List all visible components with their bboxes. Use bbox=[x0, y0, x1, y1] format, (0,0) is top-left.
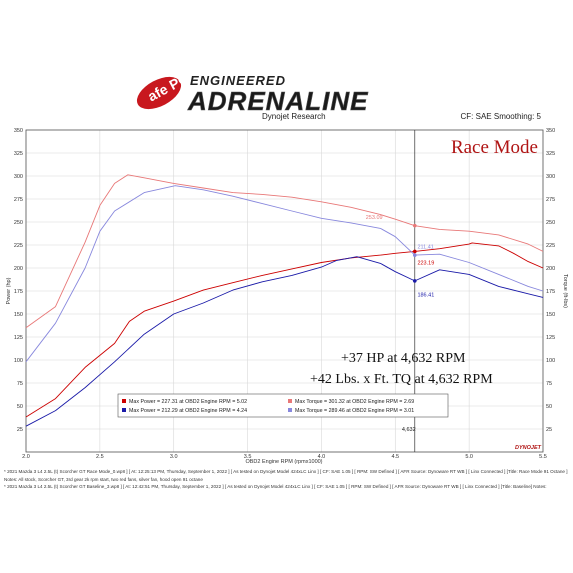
point-labels: 253.09 211.41 223.19 186.41 bbox=[366, 215, 435, 298]
run-notes-footer: * 2021 Mazda 3 L4 2.5L (t) Scorcher GT R… bbox=[4, 468, 569, 491]
y-tick-label-left: 75 bbox=[17, 381, 23, 387]
legend-entry-2: Max Torque = 301.32 at OBD2 Engine RPM =… bbox=[295, 399, 414, 405]
y-tick-label-left: 225 bbox=[14, 243, 23, 249]
marker-point-race-power bbox=[412, 249, 417, 254]
y-tick-label-left: 25 bbox=[17, 427, 23, 433]
left-y-axis: 25 50 75 100 125 150 175 200 225 250 275 300 325 350 bbox=[14, 128, 23, 433]
brand-logo-banner: afe POWER ENGINEERED ADRENALINE bbox=[136, 54, 368, 112]
y-tick-label-right: 75 bbox=[546, 381, 552, 387]
point-value-label: 211.41 bbox=[417, 245, 433, 251]
legend-swatch-3 bbox=[122, 408, 126, 412]
y-tick-label-right: 25 bbox=[546, 427, 552, 433]
legend-entry-1: Max Power = 227.31 at OBD2 Engine RPM = … bbox=[129, 399, 247, 405]
series-layer bbox=[25, 174, 544, 427]
legend-entry-4: Max Torque = 289.46 at OBD2 Engine RPM =… bbox=[295, 408, 414, 414]
y-axis-left-label: Power (hp) bbox=[6, 277, 12, 304]
series-line-base-power bbox=[25, 256, 544, 427]
series-line-race-power bbox=[25, 242, 544, 418]
y-tick-label-left: 325 bbox=[14, 151, 23, 157]
dyno-chart: 255075100125150175200225250275300325350 … bbox=[6, 128, 568, 465]
point-value-label: 253.09 bbox=[366, 215, 383, 221]
logo-word-engineered: ENGINEERED bbox=[190, 73, 286, 88]
legend-swatch-2 bbox=[288, 399, 292, 403]
dynojet-logo: DYNOJET bbox=[515, 445, 542, 451]
y-tick-label-right: 125 bbox=[546, 335, 555, 341]
marker-point-base-power bbox=[412, 279, 417, 283]
legend-box: Max Power = 227.31 at OBD2 Engine RPM = … bbox=[117, 393, 449, 418]
footer-line-race: * 2021 Mazda 3 L4 2.5L (t) Scorcher GT R… bbox=[4, 469, 568, 482]
legend-swatch-1 bbox=[122, 399, 126, 403]
x-axis: 2.0 2.5 3.0 3.5 4.0 4.5 5.0 5.5 bbox=[22, 454, 547, 460]
y-tick-label-left: 175 bbox=[14, 289, 23, 295]
x-axis-label: OBD2 Engine RPM (rpmx1000) bbox=[245, 459, 322, 465]
x-tick-label: 2.0 bbox=[22, 454, 30, 460]
gain-tq-annotation: +42 Lbs. x Ft. TQ at 4,632 RPM bbox=[310, 372, 493, 387]
y-tick-label-right: 50 bbox=[546, 404, 552, 410]
y-tick-label-left: 150 bbox=[14, 312, 23, 318]
marker-point-race-torque bbox=[412, 223, 417, 228]
x-tick-label: 4.5 bbox=[391, 454, 399, 460]
y-tick-label-right: 300 bbox=[546, 174, 555, 180]
x-tick-label: 5.5 bbox=[539, 454, 547, 460]
y-axis-right-label: Torque (ft-lbs) bbox=[562, 274, 568, 308]
y-tick-label-right: 350 bbox=[546, 128, 555, 134]
y-tick-label-right: 325 bbox=[546, 151, 555, 157]
cf-smoothing-label: CF: SAE Smoothing: 5 bbox=[460, 112, 541, 121]
y-tick-label-right: 100 bbox=[546, 358, 555, 364]
research-label: Dynojet Research bbox=[262, 112, 326, 121]
y-tick-label-left: 350 bbox=[14, 128, 23, 134]
y-tick-label-left: 250 bbox=[14, 220, 23, 226]
legend-swatch-4 bbox=[288, 408, 292, 412]
rpm-marker-label: 4,632 bbox=[402, 427, 416, 433]
y-tick-label-right: 150 bbox=[546, 312, 555, 318]
y-tick-label-left: 200 bbox=[14, 266, 23, 272]
legend-frame bbox=[117, 393, 449, 418]
x-tick-label: 4.0 bbox=[318, 454, 326, 460]
marker-point-base-torque bbox=[412, 253, 417, 257]
y-tick-label-right: 275 bbox=[546, 197, 555, 203]
y-tick-label-right: 225 bbox=[546, 243, 555, 249]
x-tick-label: 3.5 bbox=[244, 454, 252, 460]
y-tick-label-left: 275 bbox=[14, 197, 23, 203]
y-tick-label-left: 50 bbox=[17, 404, 23, 410]
right-y-axis: 25 50 75 100 125 150 175 200 225 250 275 300 325 350 bbox=[546, 128, 555, 433]
y-tick-label-left: 125 bbox=[14, 335, 23, 341]
y-tick-label-right: 250 bbox=[546, 220, 555, 226]
x-tick-label: 2.5 bbox=[96, 454, 104, 460]
logo-word-adrenaline: ADRENALINE bbox=[187, 86, 368, 112]
series-line-base-torque bbox=[25, 185, 544, 363]
y-tick-label-left: 300 bbox=[14, 174, 23, 180]
point-value-label: 223.19 bbox=[417, 260, 434, 266]
y-tick-label-left: 100 bbox=[14, 358, 23, 364]
y-tick-label-right: 175 bbox=[546, 289, 555, 295]
x-tick-label: 5.0 bbox=[465, 454, 473, 460]
series-line-race-torque bbox=[25, 174, 544, 329]
y-tick-label-right: 200 bbox=[546, 266, 555, 272]
mode-title: Race Mode bbox=[451, 137, 538, 158]
footer-line-baseline: * 2021 Mazda 3 L4 2.5L (t) Scorcher GT B… bbox=[4, 484, 547, 489]
x-tick-label: 3.0 bbox=[170, 454, 178, 460]
legend-entry-3: Max Power = 212.29 at OBD2 Engine RPM = … bbox=[129, 408, 247, 414]
gain-hp-annotation: +37 HP at 4,632 RPM bbox=[341, 351, 466, 366]
point-value-label: 186.41 bbox=[417, 293, 434, 299]
